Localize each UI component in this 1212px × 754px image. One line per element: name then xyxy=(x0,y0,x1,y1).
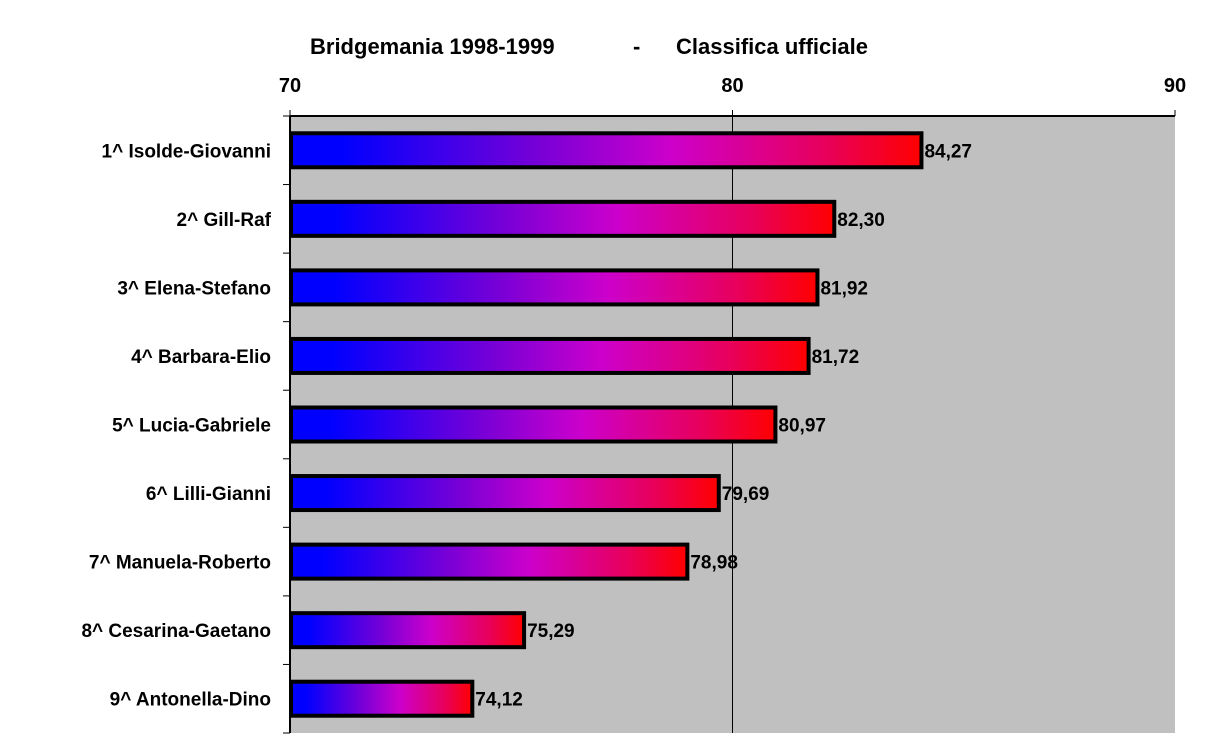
bar xyxy=(289,268,820,307)
category-label: 5^ Lucia-Gabriele xyxy=(112,416,271,437)
category-label: 9^ Antonella-Dino xyxy=(110,690,271,711)
data-label: 75,29 xyxy=(527,621,575,642)
bar xyxy=(289,336,811,375)
bar xyxy=(289,474,721,513)
category-label: 3^ Elena-Stefano xyxy=(117,278,271,299)
bar xyxy=(289,199,837,238)
data-label: 80,97 xyxy=(778,416,826,437)
bar xyxy=(289,679,475,718)
x-tick-label: 80 xyxy=(721,75,743,97)
category-label: 6^ Lilli-Gianni xyxy=(146,484,271,505)
data-label: 79,69 xyxy=(722,484,770,505)
x-tick-label: 70 xyxy=(279,75,301,97)
data-label: 84,27 xyxy=(924,141,972,162)
bar xyxy=(289,405,778,444)
data-label: 78,98 xyxy=(690,553,738,574)
data-label: 81,72 xyxy=(812,347,860,368)
data-label: 74,12 xyxy=(475,690,523,711)
data-label: 81,92 xyxy=(820,278,868,299)
category-label: 8^ Cesarina-Gaetano xyxy=(81,621,271,642)
bar xyxy=(289,542,690,581)
chart-title-left: Bridgemania 1998-1999 xyxy=(310,34,555,59)
category-label: 1^ Isolde-Giovanni xyxy=(102,141,271,162)
chart-title-right: Classifica ufficiale xyxy=(676,34,868,59)
category-label: 7^ Manuela-Roberto xyxy=(89,553,271,574)
bar xyxy=(289,611,527,650)
x-tick-label: 90 xyxy=(1164,75,1186,97)
chart-title-separator: - xyxy=(633,34,640,59)
category-label: 4^ Barbara-Elio xyxy=(131,347,271,368)
data-label: 82,30 xyxy=(837,210,885,231)
category-label: 2^ Gill-Raf xyxy=(177,210,272,231)
bar xyxy=(289,131,924,170)
